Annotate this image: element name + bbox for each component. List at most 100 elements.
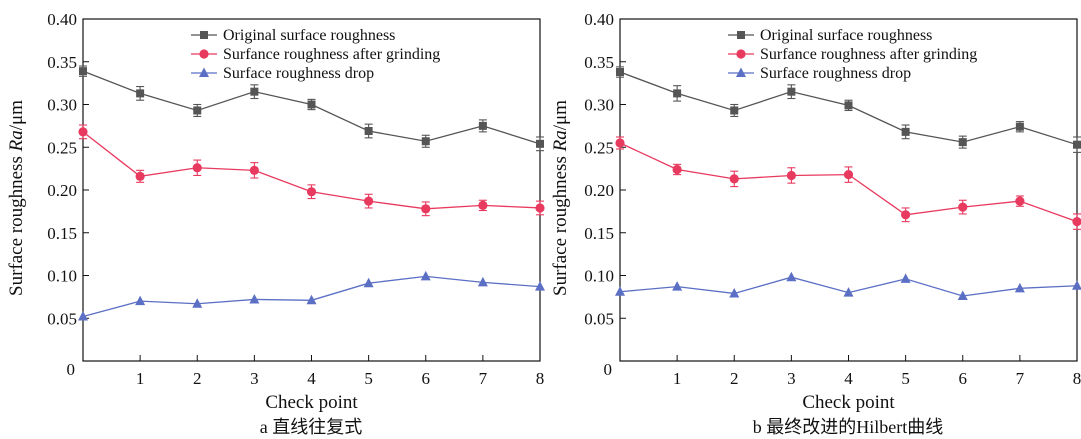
data-point <box>422 137 430 145</box>
data-point <box>730 106 738 114</box>
x-tick-label: 5 <box>901 369 910 388</box>
x-tick-label: 3 <box>250 369 259 388</box>
x-tick-label: 6 <box>422 369 431 388</box>
y-axis-label-symbol: Ra <box>550 130 571 152</box>
y-tick-label: 0.25 <box>584 138 614 157</box>
data-point <box>615 138 624 147</box>
data-point <box>901 273 911 283</box>
data-point <box>736 49 745 58</box>
data-point <box>199 68 209 78</box>
x-tick-label: 1 <box>136 369 145 388</box>
panel-caption: a 直线往复式 <box>260 417 363 437</box>
data-point <box>478 201 487 210</box>
y-tick-label: 0.25 <box>47 138 77 157</box>
series-triangle <box>78 271 545 321</box>
data-point <box>673 165 682 174</box>
x-tick-label: 8 <box>1073 369 1081 388</box>
legend-label: Surface roughness drop <box>223 65 374 82</box>
series-circle <box>78 125 544 216</box>
data-point <box>364 197 373 206</box>
x-tick-label: 1 <box>673 369 682 388</box>
y-tick-label: 0.20 <box>584 181 614 200</box>
data-point <box>79 67 87 75</box>
x-axis-label: Check point <box>802 392 895 413</box>
y-axis-label: Surface roughness Ra/μm <box>550 100 571 296</box>
data-point <box>421 204 430 213</box>
data-point <box>535 203 544 212</box>
data-point <box>479 122 487 130</box>
origin-label: 0 <box>67 360 76 379</box>
data-point <box>1072 217 1081 226</box>
y-axis-label-main: Surface roughness <box>550 151 571 296</box>
data-point <box>136 89 144 97</box>
origin-label: 0 <box>604 360 613 379</box>
legend-label: Surfance roughness after grinding <box>223 46 440 63</box>
data-point <box>845 101 853 109</box>
data-point <box>736 68 746 78</box>
y-axis-label-unit: /μm <box>6 100 27 130</box>
y-axis-label: Surface roughness Ra/μm <box>6 100 27 296</box>
data-point <box>1073 141 1081 149</box>
y-tick-label: 0.30 <box>47 96 77 115</box>
y-tick-label: 0.35 <box>584 53 614 72</box>
data-point <box>193 163 202 172</box>
data-point <box>786 272 796 282</box>
data-point <box>673 89 681 97</box>
data-point <box>844 170 853 179</box>
y-axis-label-main: Surface roughness <box>6 151 27 296</box>
legend-label: Original surface roughness <box>760 27 932 44</box>
x-tick-label: 4 <box>307 369 316 388</box>
data-point <box>536 140 544 148</box>
y-tick-label: 0.15 <box>584 224 614 243</box>
data-point <box>249 294 259 304</box>
data-point <box>250 166 259 175</box>
data-point <box>1015 197 1024 206</box>
x-tick-label: 4 <box>844 369 853 388</box>
data-point <box>1016 123 1024 131</box>
legend-label: Surfance roughness after grinding <box>760 46 977 63</box>
chart-panel-b: 0.05 0.10 0.15 0.20 0.25 0.30 0.35 0.40 0 1 2 3 4 5 6 7… <box>550 10 1081 437</box>
data-point <box>901 210 910 219</box>
data-point <box>421 271 431 281</box>
x-tick-label: 2 <box>730 369 739 388</box>
x-tick-label: 2 <box>193 369 202 388</box>
data-point <box>136 172 145 181</box>
chart-panel-a: 0.05 0.10 0.15 0.20 0.25 0.30 0.35 0.40 0 1 2 3 4 5 6 7… <box>6 10 545 437</box>
data-point <box>135 296 145 306</box>
y-tick-label: 0.15 <box>47 224 77 243</box>
x-tick-label: 7 <box>479 369 488 388</box>
y-axis-label-symbol: Ra <box>6 130 27 152</box>
legend: Original surface roughness Surfance rough… <box>728 27 977 82</box>
y-tick-label: 0.10 <box>47 267 77 286</box>
data-point <box>1072 280 1081 290</box>
data-point <box>78 127 87 136</box>
data-point <box>365 127 373 135</box>
data-point <box>958 203 967 212</box>
data-point <box>672 281 682 291</box>
data-point <box>737 31 745 39</box>
data-point <box>787 88 795 96</box>
y-tick-label: 0.40 <box>584 10 614 29</box>
series-circle <box>615 137 1081 229</box>
legend: Original surface roughness Surfance rough… <box>191 27 440 82</box>
panel-caption: b 最终改进的Hilbert曲线 <box>753 417 944 437</box>
y-tick-label: 0.05 <box>47 309 77 328</box>
y-axis-label-unit: /μm <box>550 100 571 130</box>
data-point <box>200 31 208 39</box>
data-point <box>308 101 316 109</box>
x-axis-label: Check point <box>265 392 358 413</box>
data-point <box>787 171 796 180</box>
y-tick-label: 0.30 <box>584 96 614 115</box>
x-tick-label: 6 <box>959 369 968 388</box>
data-point <box>250 88 258 96</box>
series-triangle <box>615 272 1081 300</box>
data-point <box>199 49 208 58</box>
data-point <box>902 128 910 136</box>
y-tick-label: 0.05 <box>584 309 614 328</box>
legend-label: Original surface roughness <box>223 27 395 44</box>
data-point <box>193 106 201 114</box>
data-point <box>959 138 967 146</box>
data-point <box>730 174 739 183</box>
data-point <box>616 68 624 76</box>
y-tick-label: 0.35 <box>47 53 77 72</box>
